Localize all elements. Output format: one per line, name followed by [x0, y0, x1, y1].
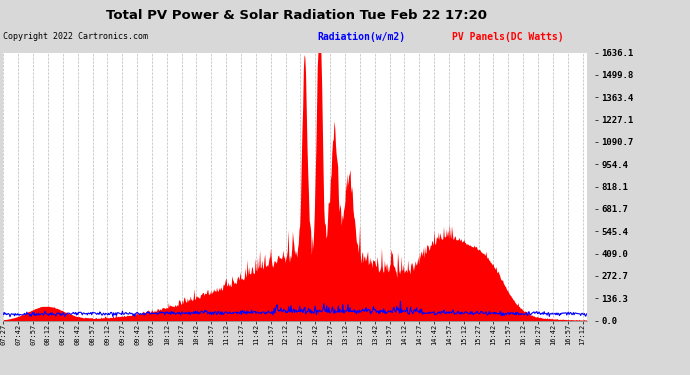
Text: Radiation(w/m2): Radiation(w/m2) [317, 32, 406, 42]
Text: Total PV Power & Solar Radiation Tue Feb 22 17:20: Total PV Power & Solar Radiation Tue Feb… [106, 9, 487, 22]
Text: PV Panels(DC Watts): PV Panels(DC Watts) [452, 32, 564, 42]
Text: Copyright 2022 Cartronics.com: Copyright 2022 Cartronics.com [3, 32, 148, 41]
